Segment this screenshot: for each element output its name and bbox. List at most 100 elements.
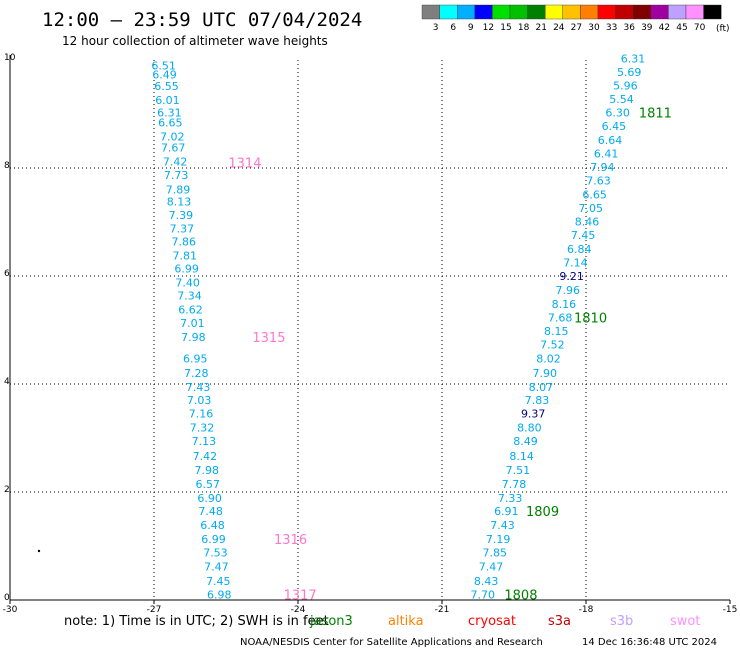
swh-value: 7.03: [187, 394, 212, 407]
swh-value: 6.41: [594, 147, 619, 160]
swh-value: 7.83: [525, 394, 550, 407]
swh-value: 7.47: [204, 561, 229, 574]
swh-value: 6.64: [598, 134, 623, 147]
satellite-label: s3a: [548, 614, 571, 629]
x-tick-label: -30: [3, 605, 18, 615]
swh-value: 7.51: [506, 464, 531, 477]
swh-value: 7.70: [471, 589, 496, 602]
y-tick-label: 10: [4, 53, 16, 63]
legend-swatch: [562, 4, 581, 20]
x-tick-label: -24: [291, 605, 306, 615]
swh-value: 7.14: [563, 257, 588, 270]
swh-value: 6.91: [494, 505, 519, 518]
legend-swatch: [439, 4, 458, 20]
time-label: 1809: [526, 505, 559, 520]
satellite-label: cryosat: [468, 614, 516, 629]
legend-label: 6: [450, 23, 456, 33]
legend-swatch: [527, 4, 546, 20]
legend-swatch: [421, 4, 440, 20]
swh-value: 7.45: [571, 229, 596, 242]
swh-value: 6.31: [157, 106, 182, 119]
swh-value: 6.51: [151, 59, 176, 72]
time-label: 1317: [284, 589, 317, 604]
y-tick-label: 6: [4, 269, 10, 279]
legend-swatch: [668, 4, 687, 20]
swh-value: 8.16: [552, 298, 577, 311]
swh-value: 7.52: [540, 339, 565, 352]
satellite-label: swot: [670, 614, 700, 629]
satellite-legend: jason3 altika cryosat s3a s3b swot: [309, 614, 700, 629]
satellite-label: jason3: [309, 614, 353, 629]
swh-value: 8.14: [509, 450, 534, 463]
legend-label: 27: [571, 23, 582, 33]
swh-value: 8.43: [474, 575, 499, 588]
swh-value: 7.47: [479, 561, 504, 574]
swh-value: 7.73: [164, 169, 189, 182]
swh-value: 7.28: [184, 367, 209, 380]
legend-swatch: [685, 4, 704, 20]
swh-value: 6.01: [155, 94, 180, 107]
legend-swatch: [457, 4, 476, 20]
axes: -30 -27 -24 -21 -18 -15 0 2 4 6 8 10: [3, 53, 738, 615]
swh-value: 7.48: [198, 505, 223, 518]
satellite-label: s3b: [610, 614, 633, 629]
swh-value: 7.86: [172, 235, 197, 248]
grid: [10, 60, 730, 600]
x-tick-label: -21: [435, 605, 450, 615]
legend-label: 36: [623, 23, 635, 33]
legend-label: 18: [518, 23, 530, 33]
legend-label: 30: [588, 23, 600, 33]
swh-value: 7.96: [556, 284, 581, 297]
legend-label: 15: [500, 23, 511, 33]
swh-value: 7.37: [170, 222, 195, 235]
legend-swatch: [492, 4, 511, 20]
y-tick-label: 0: [4, 593, 10, 603]
swh-value: 6.62: [178, 303, 203, 316]
chart-subtitle: 12 hour collection of altimeter wave hei…: [62, 34, 328, 48]
legend-label: 70: [694, 23, 706, 33]
time-label: 1314: [228, 157, 261, 172]
swh-value: 7.63: [586, 174, 611, 187]
swh-value: 7.05: [579, 202, 604, 215]
swh-value: 8.07: [529, 381, 554, 394]
y-tick-label: 2: [4, 485, 10, 495]
swh-value: 6.84: [567, 243, 592, 256]
time-label: 1808: [504, 589, 537, 604]
swh-value: 6.99: [201, 533, 226, 546]
swh-value: 8.49: [513, 435, 538, 448]
swh-value: 7.34: [177, 289, 202, 302]
swh-value: 7.45: [206, 575, 231, 588]
swh-value: 7.78: [502, 478, 527, 491]
swh-value: 8.15: [544, 325, 569, 338]
swh-value: 6.55: [154, 80, 179, 93]
legend-swatch: [633, 4, 652, 20]
legend-swatch: [615, 4, 634, 20]
legend-swatch: [580, 4, 599, 20]
legend-label: 12: [483, 23, 494, 33]
swh-value: 5.54: [609, 93, 634, 106]
swh-value: 7.43: [186, 381, 211, 394]
swh-value: 7.43: [490, 519, 515, 532]
legend-unit: (ft): [716, 24, 730, 34]
swh-value: 6.49: [152, 69, 177, 82]
swh-value: 7.42: [193, 450, 218, 463]
swh-value: 8.80: [517, 422, 542, 435]
swh-value: 6.95: [183, 353, 208, 366]
legend-label: 45: [676, 23, 687, 33]
series-pass-1: 6.516.496.556.016.316.657.027.677.427.73…: [151, 59, 316, 603]
swh-value: 6.65: [582, 188, 607, 201]
y-tick-label: 4: [4, 377, 10, 387]
swh-value: 6.57: [196, 478, 221, 491]
swh-value: 8.02: [536, 353, 561, 366]
swh-value: 7.19: [486, 533, 511, 546]
swh-value: 6.30: [605, 106, 630, 119]
swh-value: 7.32: [190, 422, 215, 435]
legend-label: 24: [553, 23, 565, 33]
swh-value: 6.90: [197, 492, 222, 505]
swh-value: 7.39: [169, 209, 194, 222]
swh-value: 7.02: [160, 131, 185, 144]
legend-swatch: [545, 4, 564, 20]
series-pass-2: 7.708.437.47 7.857.197.436.917.337.787.51…: [471, 52, 672, 603]
swh-value: 7.81: [172, 249, 197, 262]
